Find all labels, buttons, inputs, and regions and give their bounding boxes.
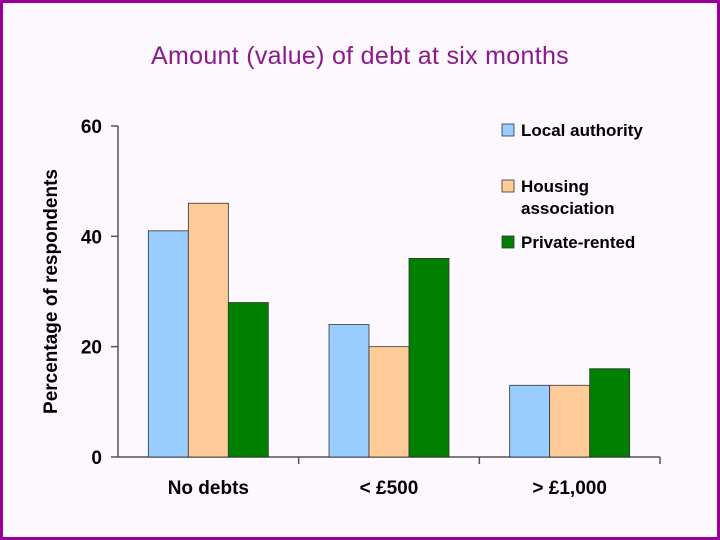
y-axis-label: Percentage of respondents bbox=[41, 169, 62, 414]
bar bbox=[408, 257, 450, 458]
bar bbox=[549, 384, 591, 458]
y-tick-label: 60 bbox=[81, 117, 102, 138]
legend-label: Housing association bbox=[521, 177, 615, 218]
y-tick-label: 0 bbox=[91, 448, 102, 469]
legend-swatch bbox=[501, 179, 515, 193]
bar bbox=[147, 230, 189, 458]
chart-bars bbox=[147, 202, 631, 458]
y-tick-label: 20 bbox=[81, 338, 102, 359]
chart-title: Amount (value) of debt at six months bbox=[151, 42, 569, 70]
bar bbox=[328, 324, 370, 458]
chart-labels: 0 20 40 60 Percentage of respondents No debts… bbox=[41, 117, 607, 499]
x-tick-label: < £500 bbox=[360, 478, 419, 499]
bar bbox=[227, 302, 269, 458]
chart-legend: Local authority Housing association Private… bbox=[501, 121, 643, 252]
legend-label: Local authority bbox=[521, 121, 643, 140]
legend-swatch bbox=[501, 235, 515, 249]
bar bbox=[589, 368, 631, 458]
bar bbox=[509, 384, 551, 458]
bar bbox=[187, 202, 229, 458]
bar bbox=[368, 346, 410, 458]
x-tick-label: > £1,000 bbox=[532, 478, 607, 499]
x-tick-label: No debts bbox=[168, 478, 249, 499]
legend-label: Private-rented bbox=[521, 233, 635, 252]
legend-swatch bbox=[501, 123, 515, 137]
y-tick-label: 40 bbox=[81, 227, 102, 248]
